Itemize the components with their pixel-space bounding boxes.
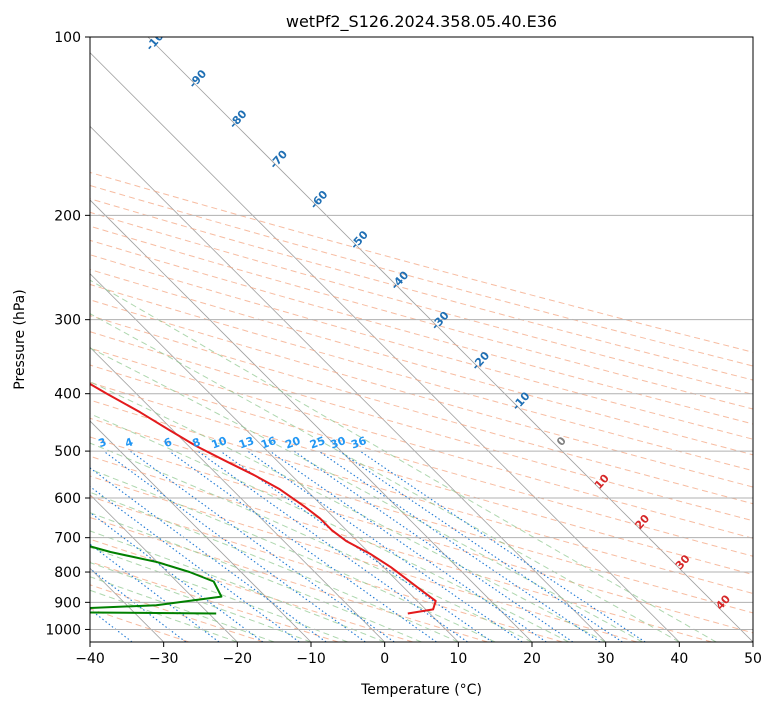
mixing-ratio-line xyxy=(269,450,547,642)
mixing-ratio-line xyxy=(168,450,437,642)
y-tick-label: 1000 xyxy=(45,622,81,638)
mixing-ratio-line xyxy=(247,450,523,642)
dry-adiabat-line xyxy=(90,475,638,642)
mixing-ratio-line xyxy=(359,450,646,642)
pressure-gridlines xyxy=(90,37,753,630)
dry-adiabat-line xyxy=(90,184,753,367)
mixing-ratio-line xyxy=(129,450,395,642)
dewpoint-trace xyxy=(90,545,223,615)
isotherm-line xyxy=(147,37,753,642)
mixing-ratio-label: 13 xyxy=(237,434,256,451)
mixing-ratio-label: 30 xyxy=(329,434,348,452)
dry-adiabat-line xyxy=(90,347,753,539)
mixing-ratio-label: 16 xyxy=(259,434,278,452)
dry-adiabat-line xyxy=(90,584,264,642)
y-tick-label: 700 xyxy=(54,531,81,547)
dry-adiabat-line xyxy=(90,254,753,440)
reference-lines xyxy=(90,37,753,642)
mixing-ratio-label: 6 xyxy=(162,435,174,450)
isotherm-line xyxy=(90,125,606,642)
isotherm-line xyxy=(90,494,238,642)
y-tick-label: 500 xyxy=(54,444,81,460)
moist-adiabat-line xyxy=(90,530,385,642)
x-tick-label: −10 xyxy=(296,651,326,667)
isotherm-line xyxy=(90,273,459,642)
mixing-ratio-line xyxy=(338,450,623,642)
dry-adiabat-line xyxy=(90,399,753,595)
dry-adiabat-line xyxy=(90,417,753,614)
moist-adiabat-line xyxy=(90,347,643,642)
axes: −40 −30 −20 −10 0 10 20 30 40 50 100 200 300 400 500 60… xyxy=(45,30,762,667)
dry-adiabat-line xyxy=(90,364,753,557)
x-tick-label: 10 xyxy=(449,651,467,667)
reference-line-labels: 0.10.20.40.611.52346810131620253036-100-… xyxy=(97,37,734,613)
mixing-ratio-label: 25 xyxy=(308,434,327,451)
mixing-ratio-line xyxy=(197,450,468,642)
isotherm-line xyxy=(90,420,312,642)
mixing-ratio-line xyxy=(90,467,327,642)
chart-title: wetPf2_S126.2024.358.05.40.E36 xyxy=(286,12,557,32)
y-tick-label: 200 xyxy=(54,208,81,224)
moist-adiabat-line xyxy=(90,576,275,642)
y-tick-label: 300 xyxy=(54,313,81,329)
x-tick-label: 40 xyxy=(670,651,688,667)
plot-frame xyxy=(89,36,754,643)
x-tick-label: 50 xyxy=(744,651,762,667)
mixing-ratio-line xyxy=(103,450,366,642)
moist-adiabat-line xyxy=(90,512,422,642)
x-tick-label: 0 xyxy=(380,651,389,667)
moist-adiabat-line xyxy=(90,279,717,642)
dry-adiabat-line xyxy=(90,381,753,576)
moist-adiabat-line xyxy=(90,491,459,642)
y-tick-label: 900 xyxy=(54,595,81,611)
y-tick-label: 400 xyxy=(54,387,81,403)
mixing-ratio-label: 36 xyxy=(349,434,368,452)
x-tick-label: −20 xyxy=(223,651,253,667)
y-tick-label: 600 xyxy=(54,491,81,507)
moist-adiabat-line xyxy=(90,468,496,642)
x-tick-label: −40 xyxy=(75,651,105,667)
mixing-ratio-label: 8 xyxy=(191,435,203,450)
dry-adiabat-line xyxy=(90,455,712,642)
mixing-ratio-line xyxy=(90,543,220,642)
x-tick-label: 20 xyxy=(523,651,541,667)
x-tick-label: 30 xyxy=(597,651,615,667)
y-tick-label: 800 xyxy=(54,565,81,581)
x-axis-title: Temperature (°C) xyxy=(360,682,482,698)
mixing-ratio-line xyxy=(220,450,493,642)
dry-adiabat-line xyxy=(90,225,753,410)
dry-adiabat-line xyxy=(90,268,753,456)
moist-adiabat-line xyxy=(90,413,570,642)
mixing-ratio-label: 4 xyxy=(123,435,135,450)
y-axis-title: Pressure (hPa) xyxy=(12,289,28,389)
sounding-traces xyxy=(90,382,437,615)
y-tick-label: 100 xyxy=(54,30,81,46)
temperature-trace xyxy=(90,382,437,615)
x-tick-label: −30 xyxy=(149,651,179,667)
moist-adiabat-line xyxy=(90,381,606,642)
dry-adiabat-line xyxy=(90,516,488,642)
isotherm-line xyxy=(90,52,680,642)
isotherm-line xyxy=(90,346,385,642)
isotherm-line xyxy=(90,199,533,642)
mixing-ratio-label: 20 xyxy=(283,434,302,452)
moist-adiabat-line xyxy=(90,442,533,642)
mixing-ratio-label: 3 xyxy=(97,435,109,450)
mixing-ratio-label: 10 xyxy=(210,434,229,452)
